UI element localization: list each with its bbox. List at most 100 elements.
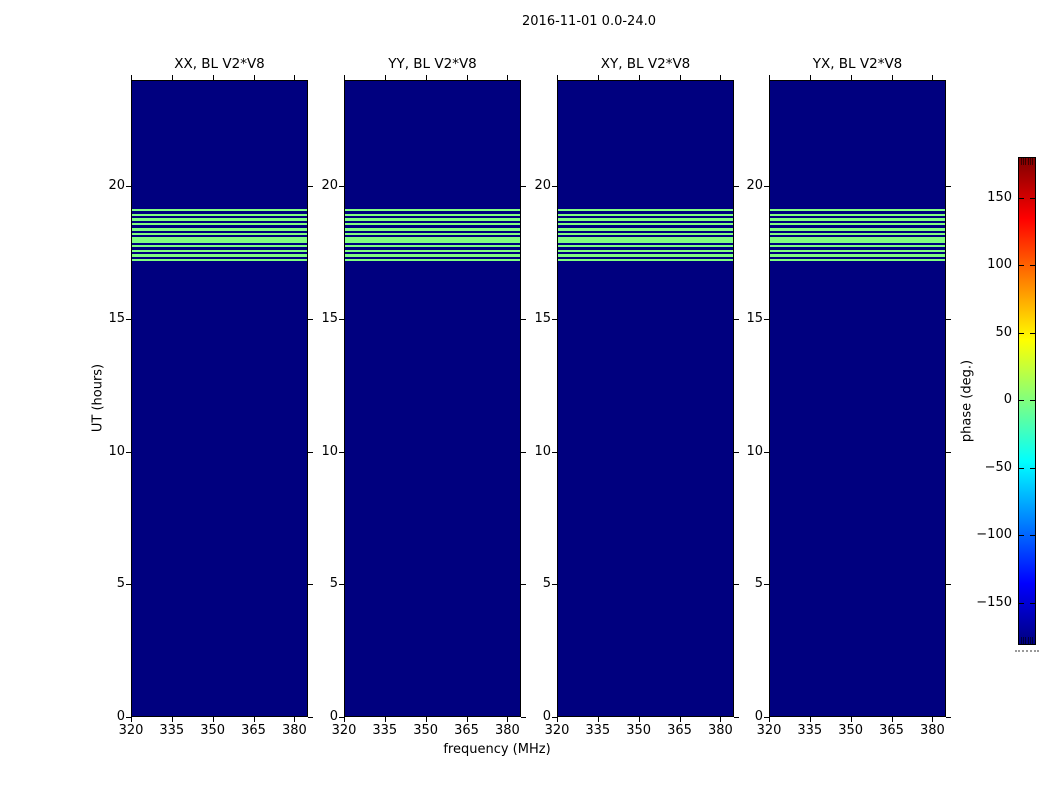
colorbar-tick-mark	[1019, 332, 1024, 334]
phase-stripe	[132, 214, 307, 217]
colorbar-end-hatch	[1028, 637, 1029, 644]
phase-stripe	[770, 254, 945, 257]
y-tick-mark	[552, 186, 557, 188]
colorbar-tick-label: −100	[976, 527, 1012, 542]
phase-stripe	[558, 245, 733, 248]
y-tick-mark	[734, 584, 739, 586]
y-tick-label: 20	[108, 178, 125, 194]
y-tick-label: 5	[754, 576, 763, 592]
figure-title: 2016-11-01 0.0-24.0	[522, 14, 656, 29]
colorbar-tick-mark	[1019, 400, 1024, 401]
x-tick-mark	[720, 75, 722, 80]
panel-title: YY, BL V2*V8	[388, 56, 477, 72]
x-tick-label: 380	[281, 723, 307, 738]
phase-stripe	[345, 237, 520, 244]
colorbar-end-hatch	[1032, 637, 1033, 644]
colorbar-end-hatch	[1030, 637, 1031, 644]
y-tick-mark	[339, 451, 344, 453]
x-tick-label: 365	[241, 723, 266, 738]
colorbar-tick-mark	[1019, 197, 1024, 199]
phase-stripe	[558, 208, 733, 211]
x-tick-mark	[597, 75, 599, 80]
phase-stripe	[132, 259, 307, 261]
x-tick-label: 320	[118, 723, 144, 738]
x-tick-mark	[344, 75, 345, 80]
heatmap-panel	[131, 80, 308, 717]
y-tick-label: 10	[108, 443, 125, 459]
phase-stripe	[558, 214, 733, 217]
x-tick-label: 350	[200, 723, 226, 738]
y-tick-mark	[552, 584, 557, 586]
y-tick-mark	[734, 186, 739, 188]
x-tick-mark	[344, 717, 345, 722]
x-tick-mark	[131, 75, 132, 80]
y-tick-mark	[339, 318, 344, 320]
x-tick-mark	[932, 717, 934, 722]
x-tick-label: 350	[413, 723, 439, 738]
x-tick-label: 380	[919, 723, 945, 738]
y-tick-label: 15	[321, 310, 338, 326]
phase-stripe	[132, 237, 307, 244]
y-tick-label: 5	[542, 576, 551, 592]
phase-stripe	[558, 223, 733, 226]
panel-title: XX, BL V2*V8	[174, 56, 265, 72]
colorbar-tick-label: −50	[984, 459, 1012, 475]
colorbar-tick-label: 50	[995, 324, 1012, 340]
y-tick-label: 0	[542, 709, 551, 724]
phase-stripe	[770, 233, 945, 235]
y-tick-mark	[308, 717, 313, 718]
heatmap-panel	[769, 80, 946, 717]
y-tick-mark	[764, 451, 769, 453]
colorbar-end-hatch	[1021, 158, 1022, 165]
x-tick-mark	[769, 717, 770, 722]
x-tick-label: 335	[372, 723, 398, 738]
y-tick-mark	[308, 186, 313, 188]
heatmap-panel	[344, 80, 521, 717]
colorbar-end-hatch	[1023, 158, 1024, 165]
colorbar-tick-mark	[1030, 535, 1035, 536]
phase-stripe	[345, 250, 520, 252]
colorbar-end-hatch	[1025, 158, 1026, 165]
y-tick-mark	[308, 318, 313, 320]
x-tick-mark	[638, 75, 640, 80]
phase-stripe	[345, 214, 520, 217]
x-tick-label: 335	[797, 723, 823, 738]
phase-stripe	[770, 223, 945, 226]
y-axis-label: UT (hours)	[90, 363, 106, 433]
y-tick-label: 10	[534, 443, 551, 459]
x-tick-mark	[507, 717, 509, 722]
y-tick-mark	[764, 318, 769, 320]
phase-stripe	[770, 214, 945, 217]
y-tick-mark	[946, 186, 951, 188]
y-tick-mark	[126, 186, 131, 188]
x-tick-label: 350	[626, 723, 652, 738]
y-tick-label: 10	[746, 443, 763, 459]
y-tick-label: 0	[116, 709, 125, 724]
x-tick-mark	[850, 717, 852, 722]
y-tick-mark	[521, 318, 526, 320]
y-tick-label: 0	[754, 709, 763, 724]
phase-stripe	[345, 233, 520, 235]
x-tick-mark	[679, 717, 681, 722]
x-tick-mark	[597, 717, 599, 722]
x-tick-label: 320	[331, 723, 357, 738]
x-tick-label: 365	[667, 723, 692, 738]
x-tick-label: 320	[544, 723, 570, 738]
x-tick-mark	[253, 75, 255, 80]
y-tick-mark	[764, 717, 769, 718]
y-tick-mark	[734, 318, 739, 320]
colorbar-tick-mark	[1030, 467, 1035, 469]
x-tick-mark	[294, 75, 296, 80]
x-tick-mark	[891, 75, 893, 80]
y-tick-mark	[339, 584, 344, 586]
y-tick-mark	[521, 584, 526, 586]
y-tick-label: 20	[534, 178, 551, 194]
y-tick-label: 20	[746, 178, 763, 194]
colorbar-tick-mark	[1030, 332, 1035, 334]
x-tick-mark	[425, 717, 427, 722]
colorbar-tick-mark	[1030, 400, 1035, 401]
x-tick-mark	[638, 717, 640, 722]
y-tick-mark	[734, 717, 739, 718]
phase-stripe	[132, 208, 307, 211]
colorbar-end-hatch	[1023, 637, 1024, 644]
